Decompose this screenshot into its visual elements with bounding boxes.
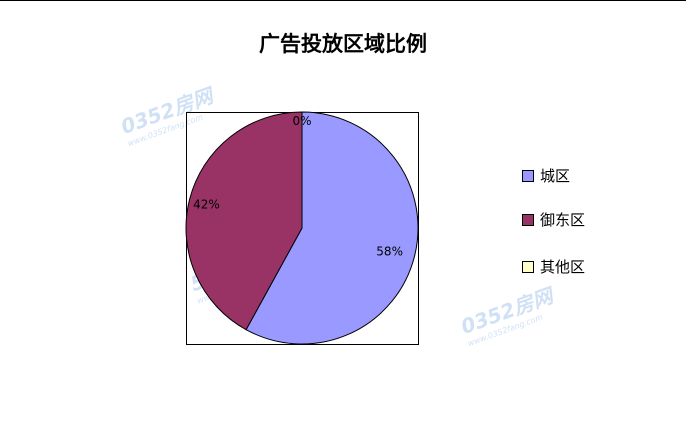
legend-item: 城区 <box>522 165 570 186</box>
legend-swatch <box>522 260 534 273</box>
pie-slice-1 <box>185 111 303 331</box>
chart-title: 广告投放区域比例 <box>259 31 427 56</box>
top-border <box>0 0 686 1</box>
legend-swatch <box>522 169 534 182</box>
legend-swatch <box>522 213 534 226</box>
legend-label: 城区 <box>540 167 571 185</box>
legend-label: 御东区 <box>540 211 586 229</box>
legend-item: 御东区 <box>522 209 585 230</box>
legend-item: 其他区 <box>522 256 585 277</box>
legend-label: 其他区 <box>540 258 586 276</box>
data-label-2: 0% <box>292 114 311 128</box>
data-label-0: 58% <box>376 245 403 259</box>
data-label-1: 42% <box>193 197 220 211</box>
pie-slice-0 <box>245 111 419 345</box>
